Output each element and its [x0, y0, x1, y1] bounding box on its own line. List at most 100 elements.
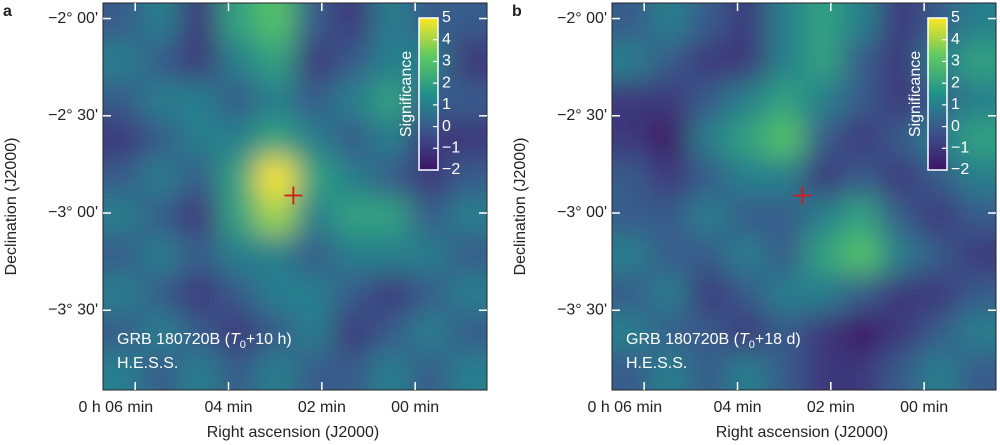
heatmap-cell [448, 273, 487, 314]
heatmap-cell [103, 80, 143, 121]
heatmap-cell [256, 235, 296, 275]
heatmap-cell [804, 312, 844, 353]
heatmap [103, 3, 487, 390]
heatmap-cell [448, 41, 487, 82]
heatmap-cell [688, 351, 729, 390]
heatmap-cell [448, 157, 487, 198]
heatmap-cell [612, 119, 652, 159]
colorbar-tick-label: 5 [442, 9, 451, 26]
colorbar-title: Significance [907, 51, 924, 137]
heatmap-cell [880, 273, 921, 314]
heatmap-cell [880, 157, 921, 198]
panel-letter: a [3, 3, 12, 20]
heatmap-cell [141, 119, 181, 159]
panel: b −2° 00' −2° 30' −3° 00' −3° 30' 0 h 06 min 0… [512, 2, 997, 441]
colorbar-tick-label: 3 [442, 53, 451, 70]
heatmap-cell [650, 41, 690, 82]
x-axis-title: Right ascension (J2000) [207, 424, 380, 441]
colorbar-tick-label: −2 [442, 161, 460, 178]
heatmap-cell [612, 196, 652, 237]
x-tick-label: 0 h 06 min [587, 399, 662, 416]
heatmap-cell [410, 273, 450, 314]
heatmap-cell [371, 119, 412, 159]
heatmap-cell [804, 273, 844, 314]
heatmap-cell [804, 3, 844, 43]
heatmap-cell [371, 3, 412, 43]
colorbar [418, 17, 439, 171]
heatmap-cell [957, 3, 996, 43]
heatmap-cell [103, 273, 143, 314]
y-tick-label: −3° 30' [48, 301, 98, 318]
heatmap-cell [448, 119, 487, 159]
heatmap-cell [103, 196, 143, 237]
colorbar-tick-label: 4 [442, 31, 451, 48]
heatmap-cell [765, 157, 805, 198]
instrument: H.E.S.S. [117, 355, 178, 372]
heatmap-cell [448, 3, 487, 43]
heatmap-cell [957, 80, 996, 121]
heatmap-cell [919, 312, 959, 353]
x-tick-label: 02 min [298, 399, 346, 416]
heatmap-cell [371, 351, 412, 390]
heatmap-cell [179, 3, 220, 43]
heatmap-cell [295, 3, 335, 43]
colorbar-tick-label: −2 [951, 161, 969, 178]
heatmap-cell [218, 351, 258, 390]
heatmap-cell [612, 41, 652, 82]
heatmap-cell [295, 273, 335, 314]
heatmap-cell [612, 157, 652, 198]
heatmap-cell [141, 351, 181, 390]
heatmap-cell [218, 80, 258, 121]
heatmap-cell [727, 235, 767, 275]
heatmap-cells [103, 3, 487, 390]
heatmap-cell [448, 312, 487, 353]
heatmap-cell [727, 157, 767, 198]
heatmap-cell [179, 41, 220, 82]
heatmap-cell [141, 41, 181, 82]
heatmap-cell [804, 119, 844, 159]
heatmap-cell [765, 351, 805, 390]
annotation-part: +10 h) [246, 331, 292, 348]
heatmap-cell [765, 196, 805, 237]
heatmap-cell [612, 80, 652, 121]
heatmap-cell [295, 235, 335, 275]
heatmap-cell [957, 351, 996, 390]
heatmap-cell [103, 41, 143, 82]
heatmap-cell [842, 273, 882, 314]
heatmap-cell [842, 351, 882, 390]
heatmap-cell [218, 235, 258, 275]
heatmap-cell [256, 3, 296, 43]
heatmap-cell [612, 235, 652, 275]
colorbar-tick-label: 1 [951, 96, 960, 113]
heatmap-cell [179, 157, 220, 198]
heatmap-cell [688, 235, 729, 275]
heatmap-cell [842, 80, 882, 121]
heatmap-cell [179, 235, 220, 275]
heatmap-cell [842, 312, 882, 353]
colorbar-title: Significance [398, 51, 415, 137]
heatmap-cell [919, 351, 959, 390]
heatmap-cell [880, 3, 921, 43]
heatmap-cell [179, 196, 220, 237]
heatmap-cell [727, 273, 767, 314]
frame [611, 2, 997, 391]
heatmap-cell [371, 80, 412, 121]
heatmap-cell [765, 273, 805, 314]
heatmap-cell [218, 41, 258, 82]
x-tick-label: 0 h 06 min [78, 399, 153, 416]
heatmap-cell [103, 235, 143, 275]
y-tick-label: −2° 00' [48, 10, 98, 27]
heatmap-cell [957, 273, 996, 314]
colorbar-tick-label: −1 [442, 140, 460, 157]
heatmap-cell [295, 157, 335, 198]
y-axis-title: Declination (J2000) [3, 138, 20, 276]
heatmap-cell [141, 312, 181, 353]
colorbar-tick-label: 4 [951, 31, 960, 48]
heatmap-cell [804, 235, 844, 275]
heatmap-cell [103, 119, 143, 159]
heatmap-cell [804, 41, 844, 82]
heatmap-cell [333, 41, 373, 82]
heatmap-cell [179, 119, 220, 159]
heatmap-cell [727, 196, 767, 237]
heatmap-cell [141, 157, 181, 198]
